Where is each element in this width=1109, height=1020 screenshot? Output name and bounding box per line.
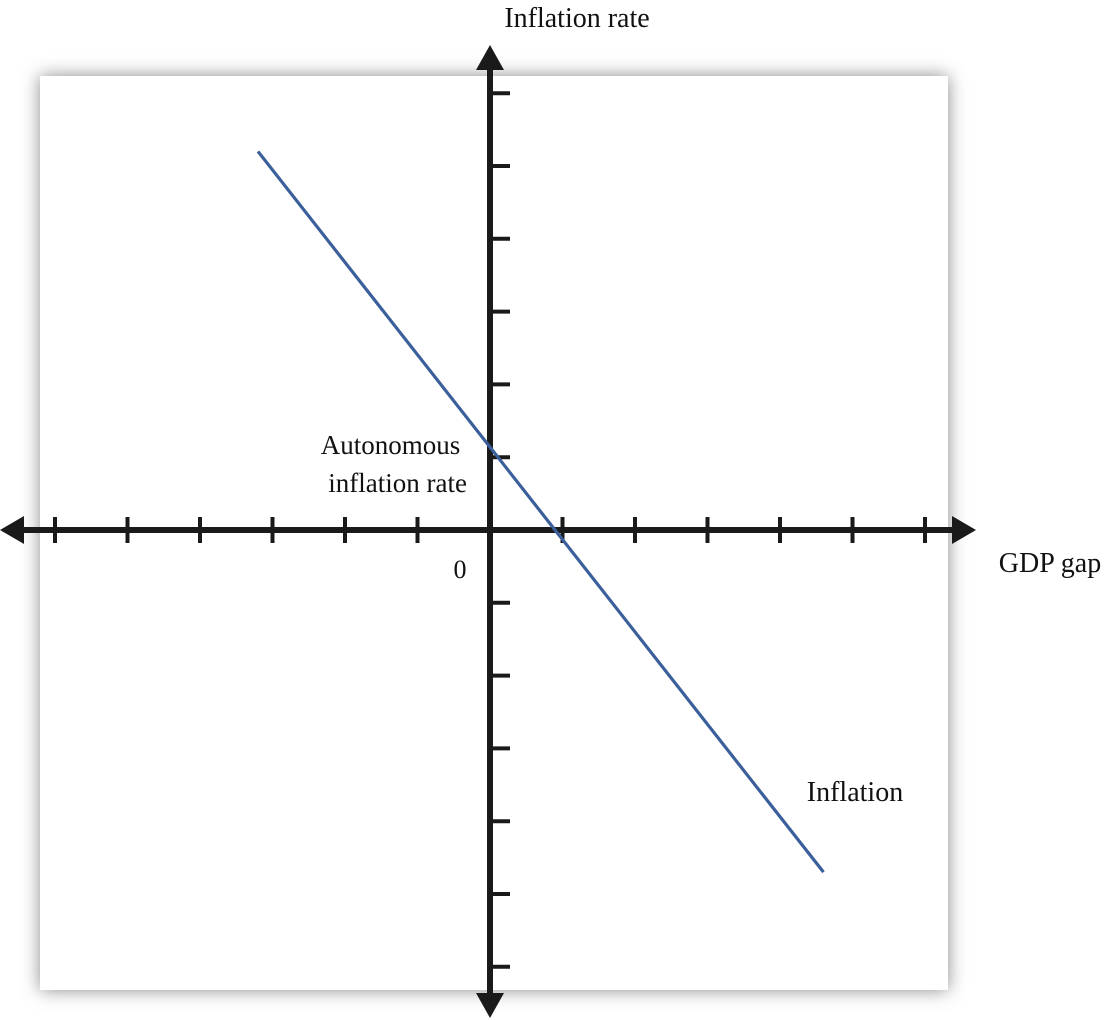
y-axis-bottom-arrow [476,993,504,1018]
series-label-inflation: Inflation [807,777,903,808]
series-line-inflation [256,150,825,874]
autonomous-inflation-annotation: Autonomous inflation rate [321,430,467,498]
x-axis-left-arrow [0,516,24,544]
axes [0,45,976,1018]
y-axis-top-arrow [476,45,504,70]
annotation-line-2: inflation rate [328,468,467,498]
annotation-line-1: Autonomous [321,430,461,460]
origin-label: 0 [454,555,467,584]
x-axis-ticks [53,517,927,543]
x-axis-title: GDP gap [999,548,1101,579]
series [256,150,825,874]
y-axis-title: Inflation rate [504,3,649,34]
x-axis-right-arrow [952,516,976,544]
